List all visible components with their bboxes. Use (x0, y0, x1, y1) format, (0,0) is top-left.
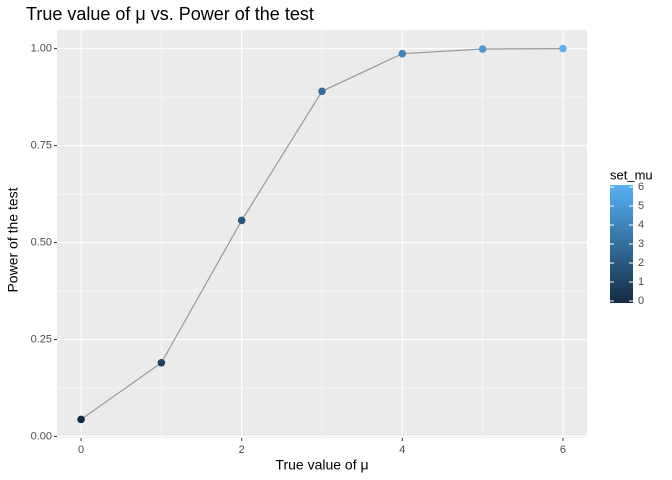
x-tick-label: 4 (399, 444, 405, 456)
point (318, 87, 326, 96)
point (237, 216, 246, 225)
x-axis-title: True value of μ (275, 457, 368, 473)
chart-title: True value of μ vs. Power of the test (26, 4, 314, 24)
legend-label: 4 (638, 219, 644, 231)
legend-label: 0 (638, 295, 644, 307)
x-tick-label: 6 (560, 444, 566, 456)
legend-label: 3 (638, 238, 644, 250)
x-tick-label: 2 (239, 444, 245, 456)
point (478, 45, 487, 53)
y-axis-title: Power of the test (5, 187, 21, 292)
y-tick-label: 0.50 (31, 236, 52, 248)
point (157, 358, 166, 367)
colorbar (610, 185, 633, 303)
legend-label: 2 (638, 257, 644, 269)
point (559, 44, 567, 53)
legend-title: set_mu (610, 167, 653, 182)
y-tick-label: 0.75 (31, 139, 52, 151)
y-tick-label: 0.00 (31, 430, 52, 442)
y-tick-label: 0.25 (31, 333, 52, 345)
point (398, 49, 407, 58)
x-tick-label: 0 (78, 444, 84, 456)
y-tick-label: 1.00 (31, 43, 52, 55)
legend-label: 1 (638, 276, 644, 288)
legend-label: 6 (638, 181, 644, 193)
point (77, 415, 85, 424)
legend-label: 5 (638, 200, 644, 212)
